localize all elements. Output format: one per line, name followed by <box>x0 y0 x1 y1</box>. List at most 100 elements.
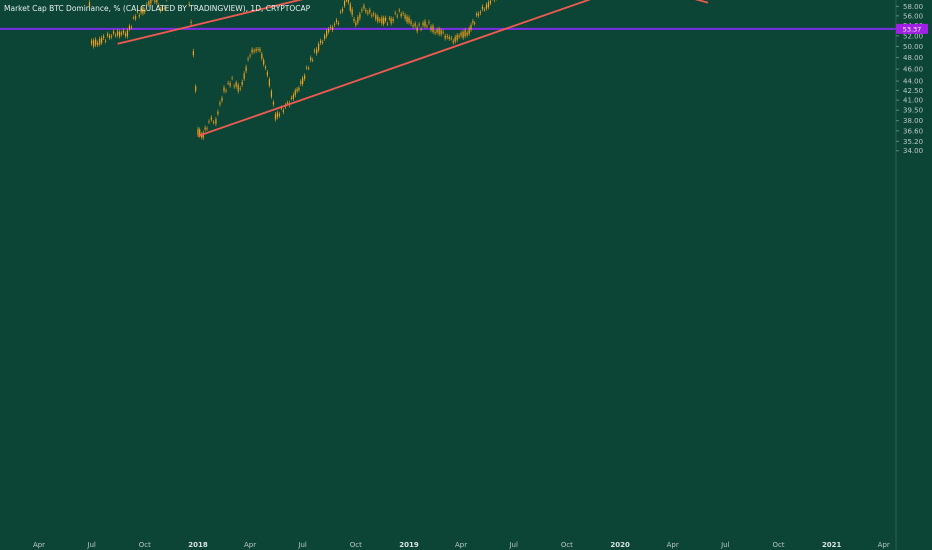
candle-body <box>154 0 156 2</box>
candle-body <box>219 102 221 105</box>
candle-body <box>261 53 263 59</box>
y-tick-label: 46.00 <box>903 66 923 74</box>
candle-body <box>231 78 233 79</box>
candle-body <box>460 32 462 36</box>
candle-body <box>466 32 468 36</box>
candle-body <box>418 24 420 26</box>
candle-body <box>351 9 353 15</box>
candle-body <box>199 129 201 136</box>
candle-body <box>371 15 373 16</box>
candle-body <box>268 79 271 86</box>
candle-body <box>306 67 308 69</box>
candle-body <box>386 23 389 25</box>
x-tick-label: Apr <box>455 541 467 549</box>
candle-body <box>436 29 438 33</box>
x-tick-label: Oct <box>561 541 573 549</box>
candle-body <box>383 17 385 24</box>
candle-body <box>229 83 231 86</box>
candle-body <box>326 30 328 37</box>
candle-body <box>259 49 261 51</box>
candle-body <box>472 21 474 23</box>
x-tick-label: 2018 <box>188 541 208 549</box>
candle-body <box>124 33 127 37</box>
trend-line[interactable] <box>197 0 769 137</box>
candle-body <box>206 128 208 130</box>
candle-body <box>481 6 484 10</box>
candle-body <box>458 35 460 37</box>
candle-body <box>148 1 150 5</box>
x-tick-label: Oct <box>350 541 362 549</box>
horizontal-levels <box>0 27 896 30</box>
candle-body <box>292 94 294 99</box>
y-tick-label: 36.60 <box>903 127 923 135</box>
candle-body <box>388 18 390 19</box>
candle-body <box>363 5 365 9</box>
candle-body <box>422 22 424 26</box>
candle-body <box>489 0 492 4</box>
candle-body <box>365 10 367 12</box>
candle-body <box>456 35 458 40</box>
y-tick-label: 41.00 <box>903 97 923 105</box>
y-tick-label: 44.00 <box>903 78 923 86</box>
candle-body <box>353 18 355 21</box>
candle-body <box>483 9 486 11</box>
y-tick-label: 42.50 <box>903 87 923 95</box>
candle-body <box>270 91 273 97</box>
time-axis[interactable]: Apr Jul Oct 2018 Apr Jul Oct 2019 Apr Jul Oct 2020 A… <box>33 541 890 549</box>
candle-body <box>345 0 348 1</box>
candle-body <box>369 9 371 13</box>
candle-body <box>132 17 135 19</box>
candle-body <box>112 31 115 34</box>
y-tick-label: 39.50 <box>903 107 923 115</box>
candle-body <box>208 121 210 123</box>
candle-body <box>424 21 426 27</box>
candle-body <box>300 81 302 84</box>
candle-body <box>349 4 351 11</box>
candle-body <box>99 38 101 45</box>
candle-body <box>318 43 320 51</box>
candle-body <box>462 31 464 38</box>
y-tick-label: 56.00 <box>903 12 923 20</box>
y-tick-label: 38.00 <box>903 117 923 125</box>
candle-body <box>328 29 330 33</box>
candle-body <box>454 36 456 42</box>
candle-body <box>202 132 204 138</box>
candle-body <box>477 13 480 16</box>
candle-body <box>110 36 113 37</box>
candle-body <box>144 9 146 12</box>
x-tick-label: Jul <box>508 541 518 549</box>
candle-body <box>227 82 229 84</box>
candle-body <box>122 30 125 33</box>
candle-body <box>296 89 298 92</box>
trend-line[interactable] <box>117 0 831 45</box>
x-tick-label: 2021 <box>822 541 842 549</box>
candle-body <box>249 55 251 57</box>
candle-body <box>438 28 440 35</box>
candle-body <box>188 3 190 5</box>
candle-body <box>302 77 304 85</box>
candle-body <box>210 117 212 120</box>
candle-body <box>140 8 142 13</box>
candle-body <box>138 15 140 17</box>
candle-body <box>274 114 277 120</box>
candle-body <box>117 31 119 36</box>
candle-body <box>235 82 237 87</box>
candle-body <box>321 41 324 43</box>
candle-body <box>359 13 361 19</box>
x-tick-label: Apr <box>33 541 45 549</box>
candle-body <box>428 21 430 23</box>
candle-body <box>384 17 387 21</box>
candle-body <box>272 102 275 105</box>
candle-body <box>251 49 253 53</box>
chart-title: Market Cap BTC Dominance, % (CALCULATED … <box>4 4 311 13</box>
x-tick-label: Apr <box>878 541 890 549</box>
candle-body <box>394 12 396 14</box>
candle-body <box>237 84 239 92</box>
candle-body <box>432 25 434 33</box>
candle-body <box>406 16 408 22</box>
candle-body <box>280 107 282 109</box>
candle-body <box>190 21 192 24</box>
candle-body <box>310 57 312 61</box>
candle-body <box>101 37 103 43</box>
